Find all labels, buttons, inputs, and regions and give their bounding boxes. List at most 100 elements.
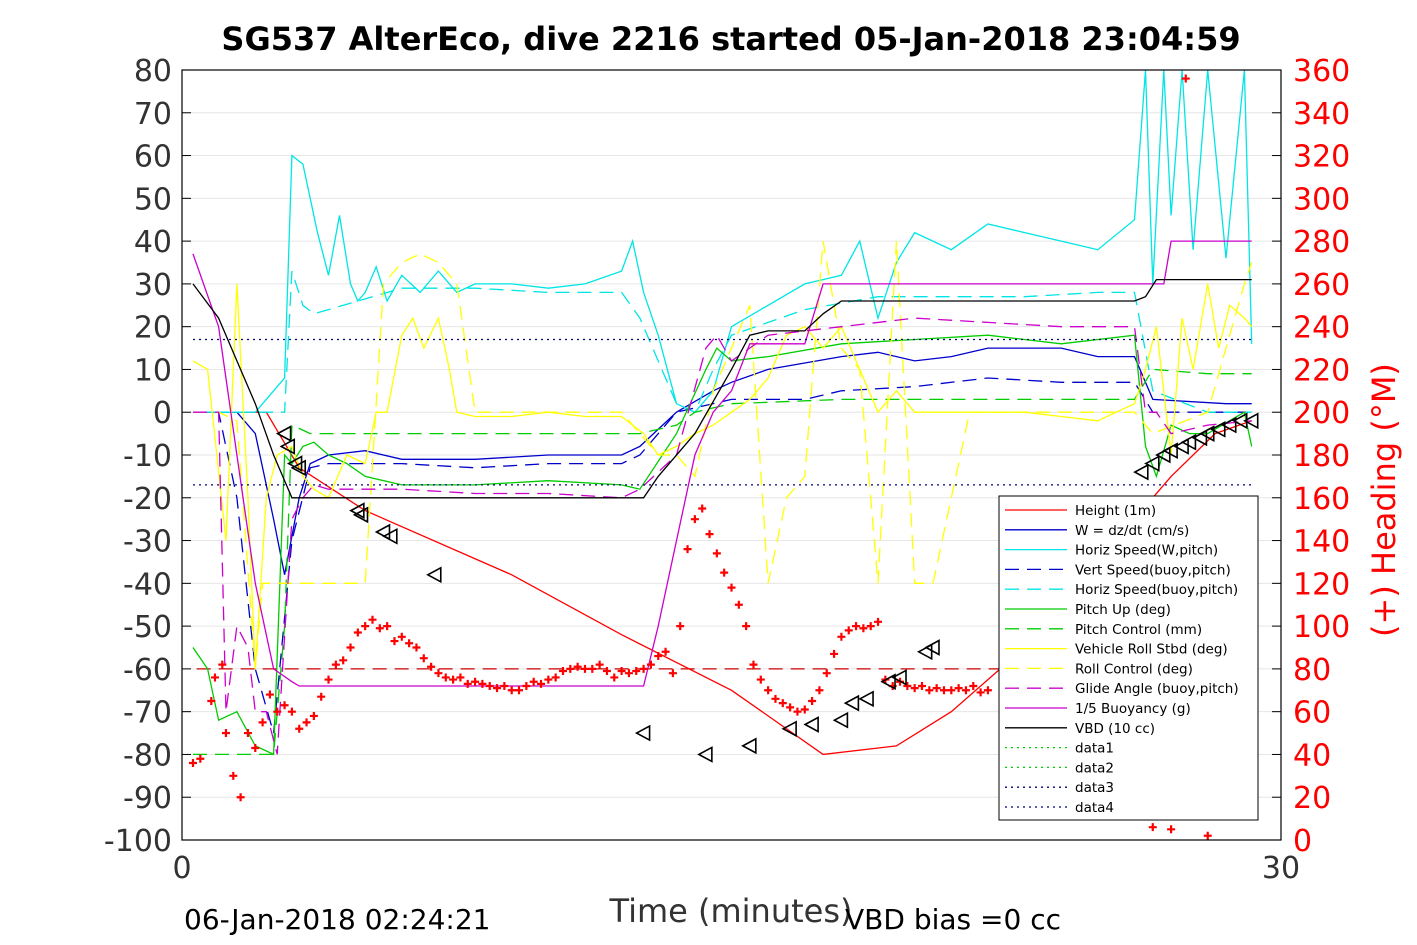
y2-tick-label: 200	[1293, 396, 1350, 431]
y-tick-label: -40	[123, 567, 172, 602]
heading-point	[720, 568, 729, 577]
height-markers	[275, 412, 1259, 763]
heading-point	[617, 667, 626, 676]
y2-tick-label: 120	[1293, 567, 1350, 602]
y-tick-label: 50	[134, 182, 172, 217]
heading-point	[712, 549, 721, 558]
heading-point	[925, 686, 934, 695]
y-tick-label: 40	[134, 225, 172, 260]
height-marker	[803, 716, 819, 733]
heading-point	[515, 686, 524, 695]
heading-point	[368, 615, 377, 624]
x-tick-label: 0	[172, 851, 191, 886]
heading-point	[932, 684, 941, 693]
heading-point	[793, 707, 802, 716]
series-line-2	[193, 69, 1253, 413]
height-marker	[1173, 438, 1189, 455]
heading-point	[632, 667, 641, 676]
y2-tick-label: 80	[1293, 653, 1331, 688]
y-tick-label: -70	[123, 696, 172, 731]
heading-point	[500, 682, 509, 690]
footer-date: 06-Jan-2018 02:24:21	[184, 903, 490, 936]
heading-point	[405, 639, 414, 648]
y-tick-label: 20	[134, 311, 172, 346]
height-marker	[1210, 420, 1226, 438]
y-tick-label: 10	[134, 353, 172, 388]
heading-point	[786, 703, 795, 712]
heading-point	[449, 675, 458, 684]
heading-point	[397, 632, 406, 641]
heading-point	[339, 656, 348, 665]
heading-point	[434, 669, 443, 678]
heading-point	[243, 729, 252, 738]
heading-point	[551, 673, 560, 682]
series-line-5	[192, 334, 1253, 756]
heading-point	[939, 686, 948, 695]
heading-point	[251, 744, 260, 753]
heading-point	[441, 673, 450, 682]
heading-point	[837, 632, 846, 641]
heading-point	[808, 696, 817, 705]
height-marker	[374, 523, 391, 541]
height-marker	[279, 438, 296, 455]
series-line-4	[193, 270, 1252, 414]
heading-point	[771, 694, 780, 703]
y-tick-label: 70	[134, 97, 172, 132]
height-marker	[916, 643, 933, 661]
x-axis-label: Time (minutes)	[609, 892, 853, 930]
legend-entry-8: Roll Control (deg)	[1075, 661, 1193, 677]
y2-tick-label: 360	[1293, 54, 1350, 89]
legend-entry-3: Vert Speed(buoy,pitch)	[1075, 562, 1231, 578]
y2-tick-label: 20	[1293, 781, 1331, 816]
height-marker	[1243, 412, 1259, 430]
legend-entry-13: data2	[1075, 760, 1114, 776]
legend-entry-2: Horiz Speed(W,pitch)	[1075, 543, 1218, 559]
y-tick-label: -10	[123, 439, 172, 474]
heading-point	[1203, 831, 1212, 840]
y2-tick-label: 140	[1293, 525, 1350, 560]
heading-point	[383, 622, 392, 631]
heading-point	[602, 667, 611, 676]
heading-point	[815, 686, 824, 695]
heading-point	[822, 669, 831, 678]
height-marker	[1133, 463, 1149, 481]
heading-point	[544, 675, 553, 684]
heading-point	[317, 692, 326, 701]
height-marker	[891, 669, 907, 686]
x-tick-label: 30	[1262, 851, 1300, 886]
heading-point	[529, 677, 538, 686]
height-marker	[634, 724, 651, 742]
heading-point	[852, 622, 861, 631]
heading-point	[412, 643, 421, 652]
series-line-9	[193, 317, 1252, 755]
heading-point	[1181, 74, 1190, 83]
heading-point	[419, 654, 428, 663]
y-tick-label: -50	[123, 610, 172, 645]
legend-entry-10: 1/5 Buoyancy (g)	[1075, 701, 1191, 717]
heading-point	[969, 682, 978, 690]
y2-tick-label: 100	[1293, 610, 1350, 645]
heading-point	[537, 679, 546, 688]
heading-point	[874, 617, 883, 626]
y-tick-label: 30	[134, 268, 172, 303]
y2-tick-label: 60	[1293, 696, 1331, 731]
legend-entry-4: Horiz Speed(buoy,pitch)	[1075, 582, 1238, 598]
heading-point	[207, 696, 216, 705]
heading-point	[456, 673, 465, 682]
y2-tick-label: 40	[1293, 738, 1331, 773]
heading-point	[346, 643, 355, 652]
heading-point	[1148, 823, 1157, 832]
y2-tick-label: 260	[1293, 268, 1350, 303]
legend-entry-11: VBD (10 cc)	[1075, 721, 1155, 737]
heading-point	[903, 682, 912, 690]
heading-point	[485, 682, 494, 690]
heading-point	[698, 504, 707, 513]
heading-point	[265, 690, 274, 699]
series-line-10	[192, 240, 1252, 687]
heading-point	[639, 664, 648, 673]
y2-tick-label: 320	[1293, 140, 1350, 175]
series-line-7	[192, 283, 1253, 669]
y-tick-label: -30	[123, 525, 172, 560]
legend-entry-14: data3	[1075, 780, 1114, 796]
heading-point	[734, 600, 743, 609]
